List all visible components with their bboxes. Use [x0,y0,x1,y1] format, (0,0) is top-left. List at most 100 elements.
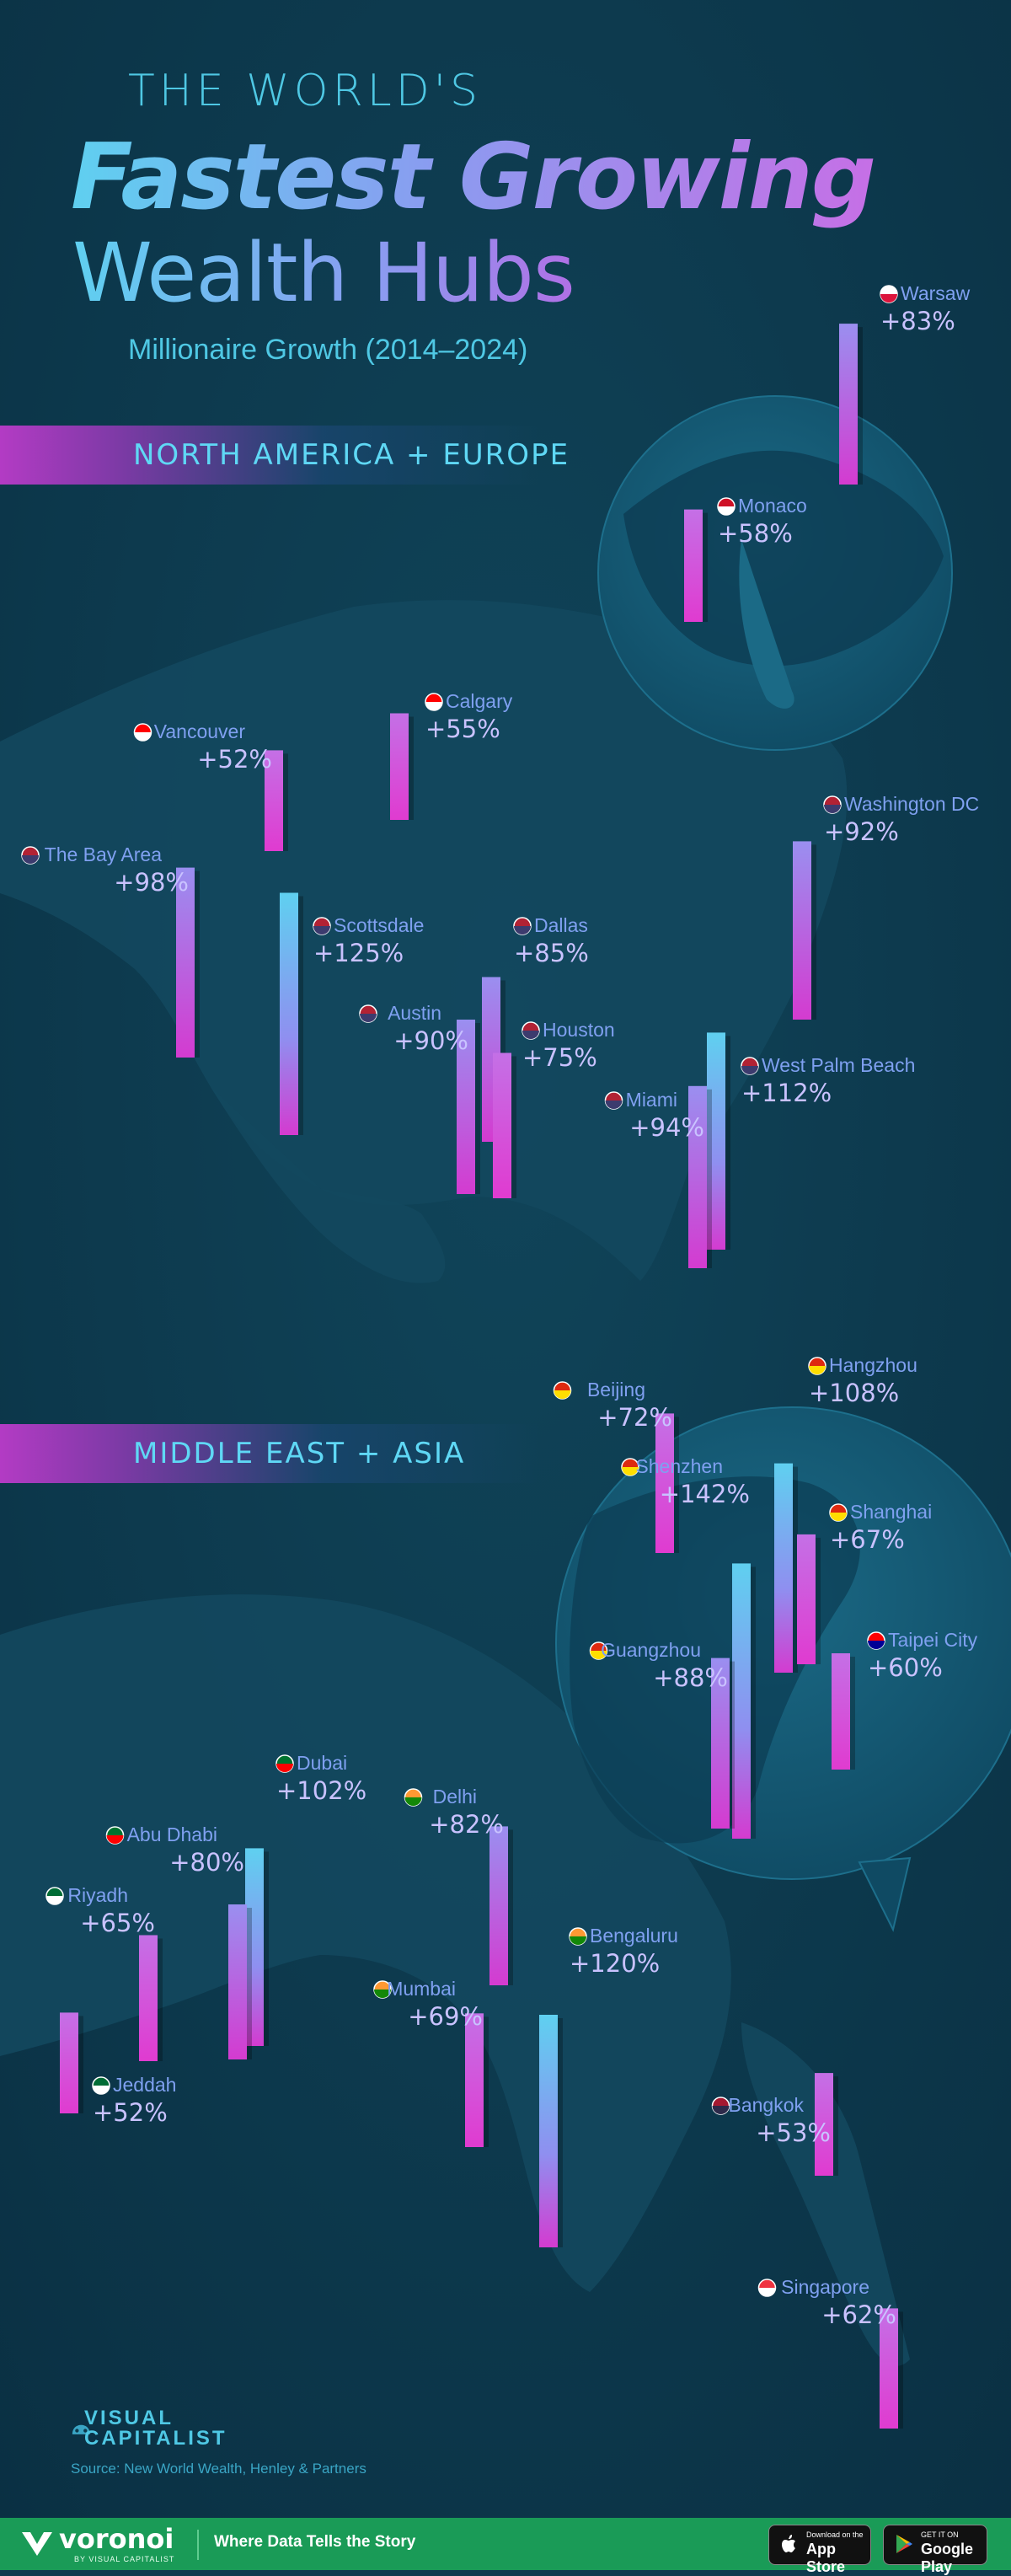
label-city-monaco: Monaco [738,495,807,517]
flag-india-icon [373,1980,392,1999]
region-label-me-asia: MIDDLE EAST + ASIA [133,1437,466,1470]
bar-side-beijing [674,1417,679,1553]
label-city-jeddah: Jeddah [113,2074,176,2096]
flag-usa-icon [313,917,331,935]
label-city-calgary: Calgary [446,690,513,712]
flag-usa-icon [741,1057,759,1075]
label-city-hangzhou: Hangzhou [829,1354,917,1376]
label-city-austin: Austin [388,1002,441,1024]
bar-side-miami [707,1089,712,1268]
label-city-shenzhen: Shenzhen [635,1455,723,1477]
label-city-miami: Miami [626,1089,677,1111]
label-value-shanghai: +67% [830,1525,905,1554]
label-city-dallas: Dallas [534,914,588,936]
label-value-beijing: +72% [597,1403,672,1432]
bar-side-bangkok [833,2076,838,2176]
label-value-west-palm-beach: +112% [741,1079,832,1107]
label-value-abu-dhabi: +80% [169,1848,244,1877]
label-city-shanghai: Shanghai [850,1501,932,1523]
bar-side-mumbai [484,2016,489,2147]
label-city-houston: Houston [543,1019,615,1041]
label-city-taipei-city: Taipei City [888,1629,978,1651]
bar-calgary [390,713,409,820]
bar-bengaluru [539,2015,558,2247]
footer-divider [197,2530,199,2560]
label-value-shenzhen: +142% [660,1480,750,1508]
apple-icon [782,2535,795,2552]
label-value-scottsdale: +125% [313,939,404,967]
flag-china-icon [589,1641,608,1660]
app-store-button[interactable]: Download on the App Store [768,2525,871,2575]
bar-hangzhou [774,1463,793,1673]
flag-usa-icon [522,1021,540,1040]
bar-austin [457,1020,475,1194]
label-city-vancouver: Vancouver [154,720,246,742]
bar-side-dubai [264,1851,269,2046]
bar-side-riyadh [158,1938,163,2061]
label-value-washington-dc: +92% [824,817,899,846]
bar-miami [688,1085,707,1268]
label-city-west-palm-beach: West Palm Beach [762,1054,915,1076]
bar-side-taipei-city [850,1657,855,1770]
bar-guangzhou [711,1658,730,1829]
bar-shanghai [797,1534,816,1664]
flag-uae-icon [105,1826,125,1845]
flag-usa-icon [21,846,40,865]
footer-brand: voronoi [59,2523,174,2555]
label-value-delhi: +82% [429,1810,504,1839]
footer-tagline: Where Data Tells the Story [214,2533,416,2551]
bar-side-singapore [898,2311,903,2429]
region-band-me-asia [0,1424,539,1483]
label-city-scottsdale: Scottsdale [334,914,424,936]
google-play-small: GET IT ON [921,2530,959,2539]
label-city-beijing: Beijing [587,1379,645,1400]
label-city-bangkok: Bangkok [728,2094,804,2116]
bar-beijing [655,1413,674,1553]
flag-usa-icon [823,795,842,814]
flag-taiwan-icon [867,1631,885,1650]
flag-china-icon [621,1458,639,1476]
logo-line2: CAPITALIST [84,2427,227,2450]
flag-canada-icon [425,693,443,711]
label-value-mumbai: +69% [408,2002,483,2031]
bar-side-delhi [508,1829,513,1985]
logo-wordmark: VISUAL CAPITALIST [84,2408,227,2449]
label-city-washington-dc: Washington DC [844,793,979,815]
label-value-houston: +75% [522,1043,597,1072]
label-value-dubai: +102% [276,1776,366,1805]
label-value-bangkok: +53% [756,2118,831,2147]
flag-india-icon [404,1788,423,1807]
label-value-warsaw: +83% [880,307,955,335]
bar-singapore [880,2308,898,2429]
bar-side-warsaw [858,327,863,485]
source-note: Source: New World Wealth, Henley & Partn… [71,2461,366,2477]
bar-side-jeddah [78,2016,83,2113]
label-city-guangzhou: Guangzhou [601,1639,701,1661]
label-value-dallas: +85% [514,939,589,967]
flag-saudi-icon [45,1887,64,1905]
label-value-austin: +90% [393,1026,468,1055]
app-store-big: App Store [806,2541,846,2575]
label-value-vancouver: +52% [197,745,272,774]
bar-west-palm-beach [707,1032,725,1250]
flag-saudi-icon [92,2076,110,2095]
bar-side-houston [511,1056,516,1198]
bar-monaco [684,509,703,622]
bar-side-austin [475,1023,480,1194]
google-play-icon [896,2535,912,2553]
bar-side-scottsdale [298,896,303,1135]
label-value-taipei-city: +60% [868,1653,943,1682]
label-city-the-bay-area: The Bay Area [45,843,163,865]
label-value-calgary: +55% [425,715,500,743]
label-city-bengaluru: Bengaluru [590,1925,678,1947]
region-band-na-europe [0,426,539,485]
label-city-abu-dhabi: Abu Dhabi [127,1824,217,1845]
label-city-riyadh: Riyadh [67,1884,128,1906]
bar-abu-dhabi [228,1904,247,2059]
flag-india-icon [569,1927,587,1946]
flag-china-icon [808,1357,826,1375]
google-play-button[interactable]: GET IT ON Google Play [883,2525,987,2575]
label-value-riyadh: +65% [80,1909,155,1937]
header-title-line2: Wealth Hubs [72,226,575,320]
